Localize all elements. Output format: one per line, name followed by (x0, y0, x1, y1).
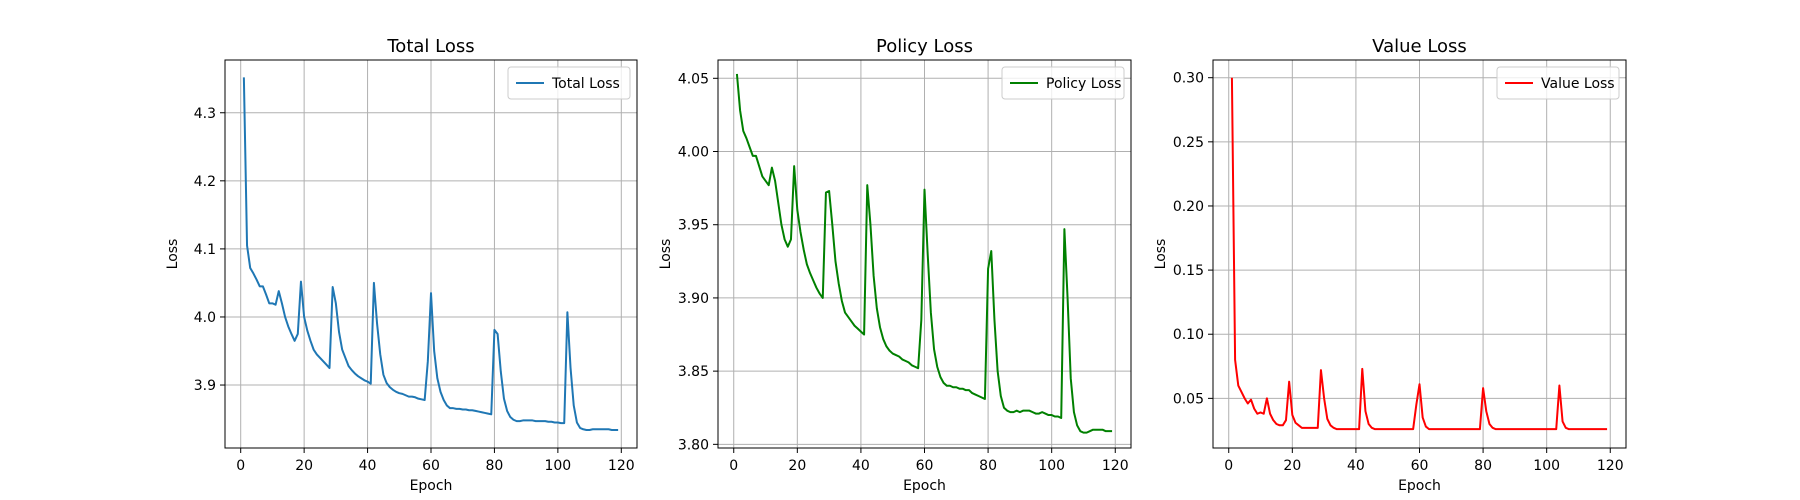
x-tick-label: 60 (916, 458, 934, 474)
legend-box (507, 66, 631, 100)
chart-title: Policy Loss (876, 36, 973, 57)
y-tick-label: 0.10 (1173, 327, 1204, 343)
x-tick-label: 0 (729, 458, 738, 474)
y-tick-label: 0.15 (1173, 263, 1204, 279)
y-tick-label: 3.85 (678, 364, 709, 380)
legend-label: Value Loss (1541, 76, 1615, 92)
x-tick-label: 60 (422, 458, 440, 474)
chart-panel-1: 0 20 40 60 80 100 120 3.9 4.0 4.1 4.2 4.3 Total Loss… (165, 36, 638, 494)
y-tick-label: 3.90 (678, 291, 709, 307)
y-tick-label: 4.0 (194, 310, 216, 326)
y-tick-label: 0.25 (1173, 135, 1204, 151)
x-tick-label: 80 (1474, 458, 1492, 474)
legend-box (1001, 66, 1125, 100)
series-line-1 (242, 77, 619, 431)
chart-panel-3: 0 20 40 60 80 100 120 0.05 0.10 0.15 0.20 0.25 0.30 V… (1153, 36, 1627, 494)
chart-panel-2: 0 20 40 60 80 100 120 3.80 3.85 3.90 3.95 4.00 4.05 P… (658, 36, 1132, 494)
y-tick-label: 4.3 (194, 106, 216, 122)
y-tick-label: 0.20 (1173, 199, 1204, 215)
x-tick-label: 120 (1102, 458, 1129, 474)
y-tick-label: 3.95 (678, 218, 709, 234)
y-axis-label: Loss (658, 239, 674, 270)
y-tick-label: 4.05 (678, 71, 709, 87)
y-tick-label: 3.80 (678, 437, 709, 453)
x-tick-label: 20 (295, 458, 313, 474)
x-tick-label: 100 (1038, 458, 1065, 474)
x-tick-label: 0 (1224, 458, 1233, 474)
x-axis-label: Epoch (1398, 478, 1441, 494)
x-tick-label: 40 (359, 458, 377, 474)
x-tick-label: 120 (1597, 458, 1624, 474)
x-tick-label: 20 (1283, 458, 1301, 474)
x-tick-label: 100 (544, 458, 571, 474)
y-tick-label: 4.2 (194, 174, 216, 190)
x-tick-label: 40 (852, 458, 870, 474)
chart-title: Total Loss (386, 36, 474, 57)
x-tick-label: 80 (486, 458, 504, 474)
series-line-1 (735, 73, 1113, 434)
y-tick-label: 3.9 (194, 378, 216, 394)
legend: Total Loss (507, 66, 631, 100)
y-axis-label: Loss (165, 239, 181, 270)
y-axis-label: Loss (1153, 239, 1169, 270)
chart-title: Value Loss (1372, 36, 1467, 57)
legend-box (1496, 66, 1620, 100)
y-tick-label: 4.1 (194, 242, 216, 258)
x-axis-label: Epoch (903, 478, 946, 494)
y-tick-label: 0.30 (1173, 71, 1204, 87)
x-tick-label: 60 (1411, 458, 1429, 474)
x-tick-label: 100 (1533, 458, 1560, 474)
series-line-1 (1230, 77, 1608, 431)
legend: Value Loss (1496, 66, 1620, 100)
x-tick-label: 40 (1347, 458, 1365, 474)
x-tick-label: 80 (979, 458, 997, 474)
legend: Policy Loss (1001, 66, 1125, 100)
legend-label: Total Loss (551, 76, 620, 92)
x-axis-label: Epoch (410, 478, 453, 494)
x-tick-label: 120 (608, 458, 635, 474)
y-tick-label: 0.05 (1173, 391, 1204, 407)
x-tick-label: 0 (236, 458, 245, 474)
x-tick-label: 20 (788, 458, 806, 474)
y-tick-label: 4.00 (678, 145, 709, 161)
legend-label: Policy Loss (1046, 76, 1121, 92)
